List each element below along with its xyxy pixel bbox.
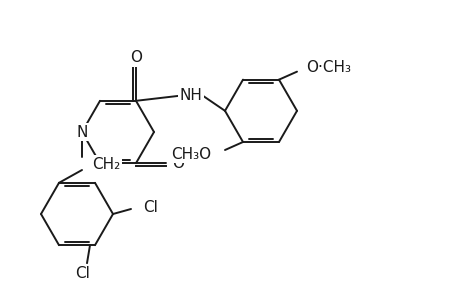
Text: N: N [76, 124, 88, 140]
Text: Cl: Cl [75, 266, 90, 281]
Text: O·CH₃: O·CH₃ [306, 60, 351, 75]
Text: NH: NH [179, 88, 202, 103]
Text: CH₂: CH₂ [92, 157, 120, 172]
Text: O: O [172, 156, 184, 171]
Text: Cl: Cl [143, 200, 157, 215]
Text: CH₃O: CH₃O [171, 146, 211, 161]
Text: O: O [130, 50, 142, 65]
